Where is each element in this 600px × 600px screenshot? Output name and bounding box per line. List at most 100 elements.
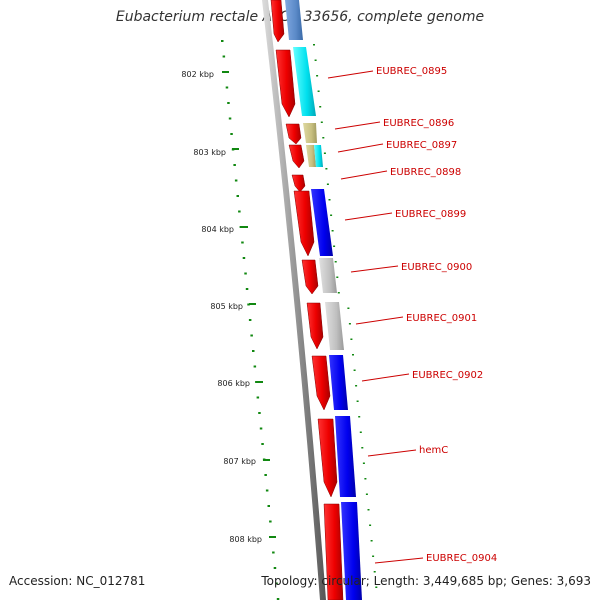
cds-block[interactable] (335, 416, 356, 497)
outer-tick (320, 121, 323, 123)
outer-tick (361, 447, 364, 449)
outer-tick (362, 462, 365, 464)
gene-arrow[interactable] (301, 259, 319, 295)
kbp-tick: 807 kbp (223, 457, 270, 466)
kbp-tick: 803 kbp (193, 148, 239, 157)
minor-tick (267, 505, 270, 507)
kbp-axis: 802 kbp 803 kbp 804 kbp 805 kbp 806 kbp … (181, 70, 276, 544)
gene-arrow[interactable] (323, 503, 344, 600)
gene-arrow[interactable] (288, 144, 305, 169)
gene-callout[interactable]: EUBREC_0899 (344, 209, 466, 221)
minor-tick (265, 489, 269, 492)
minor-tick (225, 86, 229, 89)
gene-callout[interactable]: EUBREC_0904 (374, 553, 497, 564)
minor-tick (233, 164, 236, 166)
genome-stats-label: Topology: circular; Length: 3,449,685 bp… (261, 574, 591, 588)
gene-label[interactable]: EUBREC_0895 (376, 66, 447, 77)
outer-tick (347, 307, 350, 309)
cds-blocks (285, 0, 362, 600)
outer-tick (330, 214, 333, 216)
gene-callout[interactable]: EUBREC_0897 (337, 140, 457, 153)
gene-label[interactable]: EUBREC_0898 (390, 167, 461, 178)
outer-tick (336, 276, 339, 278)
cds-block[interactable] (311, 189, 333, 256)
gene-label[interactable]: EUBREC_0900 (401, 262, 472, 273)
gene-arrow[interactable] (317, 418, 338, 498)
gene-callout[interactable]: EUBREC_0901 (355, 313, 477, 325)
kbp-tick: 804 kbp (201, 225, 248, 234)
kbp-tick: 805 kbp (210, 302, 256, 311)
gene-callout[interactable]: hemC (367, 445, 448, 457)
minor-tick (248, 319, 252, 321)
gene-arrow[interactable] (306, 302, 324, 350)
outer-tick (370, 540, 373, 542)
minor-tick (221, 40, 224, 42)
gene-label[interactable]: EUBREC_0899 (395, 209, 466, 220)
outer-tick (355, 385, 358, 387)
cds-block[interactable] (341, 502, 362, 600)
cds-block[interactable] (325, 302, 344, 350)
gene-label[interactable]: EUBREC_0902 (412, 370, 483, 381)
outer-tick (325, 168, 328, 170)
gene-arrow[interactable] (311, 355, 331, 411)
gene-callout[interactable]: EUBREC_0902 (361, 370, 483, 382)
cds-block[interactable] (314, 145, 323, 167)
gene-arrow[interactable] (291, 174, 306, 193)
cds-block[interactable] (293, 47, 316, 116)
cds-block[interactable] (306, 145, 316, 167)
gene-callout[interactable]: EUBREC_0895 (327, 66, 447, 79)
kbp-tick: 808 kbp (229, 535, 276, 544)
minor-tick (245, 288, 249, 290)
kbp-label: 803 kbp (193, 148, 226, 157)
gene-label[interactable]: EUBREC_0901 (406, 313, 477, 324)
outer-tick (359, 431, 362, 433)
outer-tick (323, 152, 326, 154)
kbp-label: 807 kbp (223, 457, 256, 466)
minor-tick (264, 474, 267, 476)
forward-strand-genes (270, 0, 344, 600)
outer-tick (352, 354, 354, 356)
gene-label[interactable]: EUBREC_0904 (426, 553, 497, 564)
outer-tick (375, 586, 378, 588)
gene-callout[interactable]: EUBREC_0898 (340, 167, 461, 180)
gene-arrow[interactable] (293, 190, 315, 257)
minor-tick (238, 210, 241, 213)
kbp-label: 808 kbp (229, 535, 262, 544)
cds-block[interactable] (303, 123, 317, 143)
minor-tick (241, 241, 244, 244)
gene-label[interactable]: EUBREC_0897 (386, 140, 457, 151)
cds-block[interactable] (319, 258, 337, 293)
gene-arrow[interactable] (270, 0, 285, 43)
outer-tick (313, 44, 315, 46)
minor-tick (261, 443, 264, 445)
outer-tick (350, 338, 353, 340)
gene-label[interactable]: EUBREC_0896 (383, 118, 454, 129)
minor-tick (227, 102, 230, 104)
minor-tick-dots (221, 40, 378, 600)
outer-tick (358, 416, 361, 418)
gene-label[interactable]: hemC (419, 445, 448, 456)
cds-block[interactable] (285, 0, 303, 40)
gene-arrow[interactable] (275, 49, 296, 118)
minor-tick (272, 551, 275, 554)
minor-tick (256, 396, 260, 399)
minor-tick (247, 303, 250, 306)
gene-callout[interactable]: EUBREC_0896 (334, 118, 454, 130)
kbp-label: 802 kbp (181, 70, 214, 79)
kbp-tick: 806 kbp (217, 379, 263, 388)
outer-tick (314, 59, 317, 61)
minor-tick (230, 133, 233, 135)
minor-tick (269, 520, 272, 523)
minor-tick (222, 55, 226, 58)
gene-callouts: EUBREC_0895 EUBREC_0896 EUBREC_0897 EUBR… (327, 66, 497, 564)
minor-tick (276, 598, 280, 600)
outer-tick (367, 509, 370, 511)
cds-block[interactable] (329, 355, 348, 410)
kbp-label: 804 kbp (201, 225, 234, 234)
outer-tick (328, 199, 331, 201)
gene-callout[interactable]: EUBREC_0900 (350, 262, 472, 273)
gene-arrow[interactable] (285, 123, 302, 145)
outer-tick (319, 106, 322, 108)
minor-tick (234, 179, 238, 182)
